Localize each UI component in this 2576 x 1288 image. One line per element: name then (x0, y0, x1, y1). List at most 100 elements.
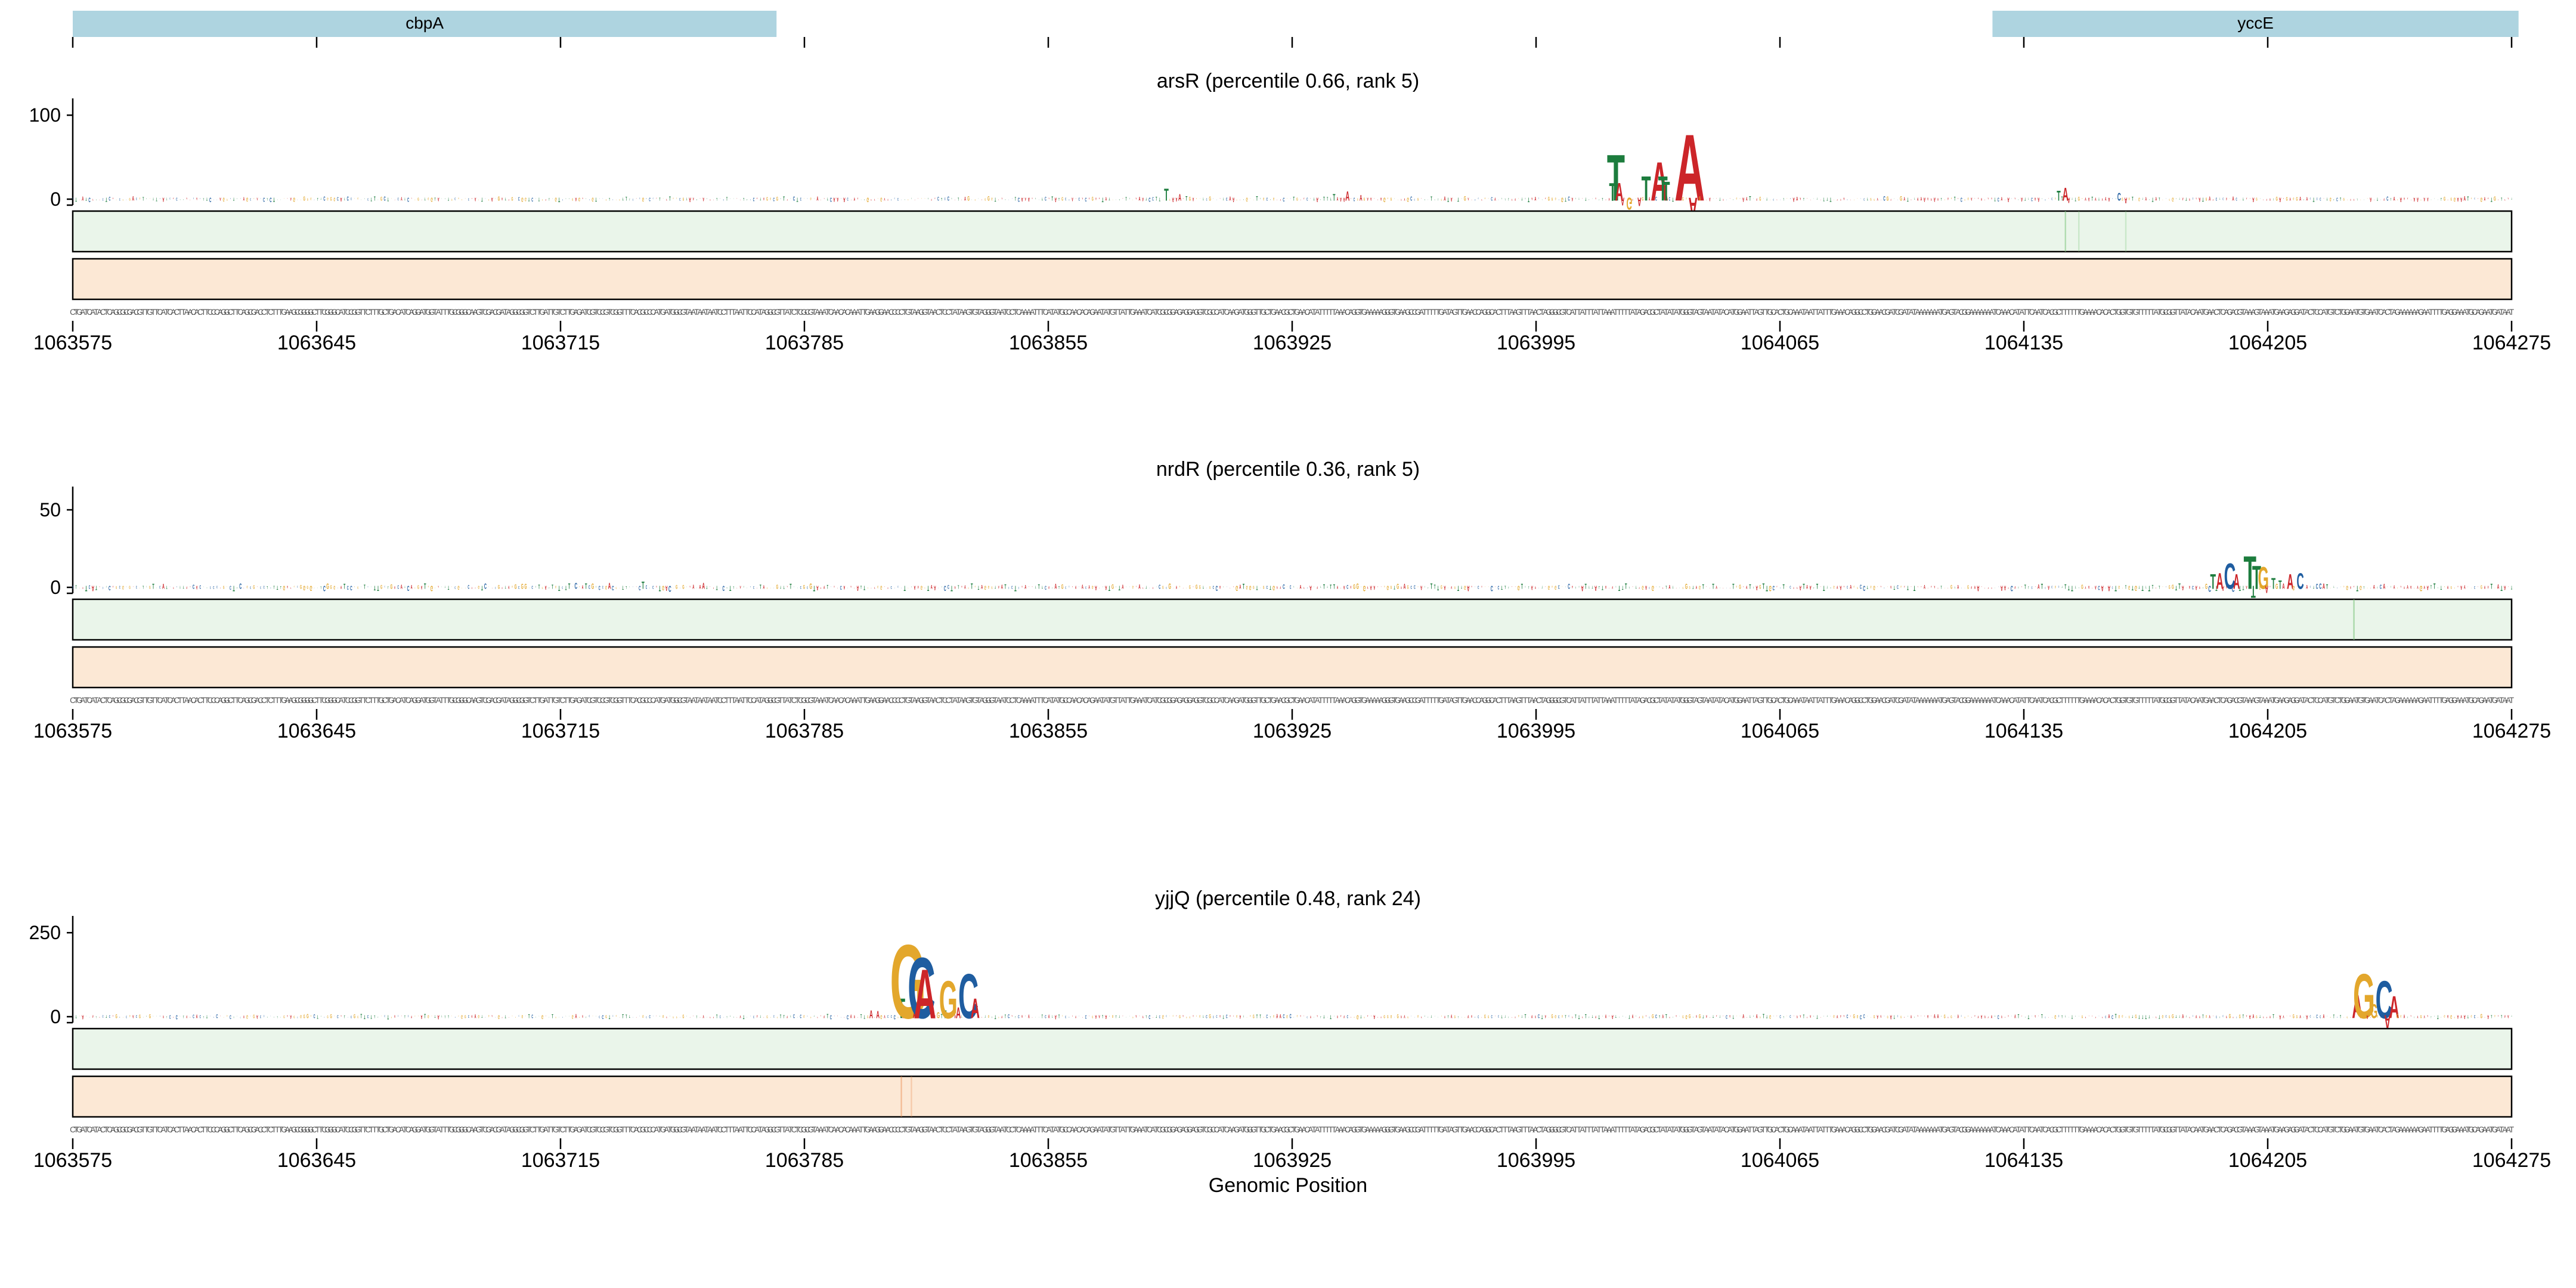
svg-text:A: A (1934, 196, 1936, 203)
svg-text:C: C (1206, 588, 1207, 590)
svg-text:T: T (1431, 1014, 1432, 1018)
svg-text:T: T (1501, 1014, 1503, 1018)
svg-text:T: T (1578, 1014, 1580, 1021)
svg-text:T: T (2139, 584, 2140, 589)
svg-text:A: A (287, 1014, 288, 1017)
svg-text:G: G (330, 585, 332, 590)
svg-text:A: A (1481, 198, 1482, 201)
svg-text:A: A (757, 197, 758, 200)
svg-text:T: T (1164, 185, 1169, 204)
svg-text:C: C (398, 196, 399, 201)
svg-text:G: G (116, 200, 117, 202)
svg-text:C: C (1018, 196, 1020, 203)
svg-text:G: G (578, 196, 580, 202)
svg-text:T: T (2159, 197, 2160, 202)
svg-text:C: C (1726, 200, 1727, 202)
svg-text:C: C (1884, 588, 1885, 590)
svg-text:A: A (981, 583, 983, 590)
svg-text:C: C (589, 1014, 590, 1017)
svg-text:T: T (995, 1014, 996, 1021)
svg-text:G: G (303, 584, 305, 592)
svg-text:A: A (699, 583, 701, 590)
svg-text:G: G (451, 585, 452, 587)
svg-text:A: A (1793, 586, 1794, 589)
svg-text:A: A (2267, 198, 2268, 201)
svg-text:A: A (1136, 197, 1137, 200)
svg-text:T: T (2028, 1014, 2030, 1021)
svg-text:T: T (2377, 196, 2378, 201)
svg-text:T: T (1830, 586, 1831, 589)
svg-text:G: G (1397, 583, 1399, 590)
svg-text:A: A (1844, 197, 1845, 200)
svg-text:G: G (2119, 1014, 2120, 1018)
svg-text:A: A (163, 1015, 164, 1020)
svg-text:G: G (1626, 194, 1632, 213)
svg-text:A: A (1345, 189, 1349, 204)
svg-text:1063645: 1063645 (277, 332, 356, 354)
svg-text:A: A (1582, 197, 1583, 199)
svg-text:G: G (984, 584, 986, 590)
svg-text:1064065: 1064065 (1741, 720, 1819, 742)
svg-text:C: C (901, 200, 902, 202)
svg-text:A: A (492, 587, 493, 590)
svg-text:A: A (1991, 197, 1992, 200)
svg-text:T: T (696, 198, 697, 201)
svg-text:A: A (1545, 1014, 1546, 1018)
svg-text:A: A (2263, 1015, 2264, 1018)
svg-text:G: G (2172, 196, 2174, 202)
svg-text:G: G (1699, 584, 1701, 590)
svg-text:T: T (568, 583, 570, 591)
svg-text:C: C (250, 197, 251, 201)
svg-text:T: T (1941, 1014, 1942, 1016)
svg-text:C: C (2111, 1014, 2113, 1019)
svg-text:A: A (2497, 583, 2500, 590)
svg-text:A: A (1444, 195, 1445, 202)
svg-text:T: T (1720, 1014, 1721, 1018)
svg-text:T: T (143, 586, 144, 590)
svg-text:A: A (1820, 585, 1821, 587)
svg-text:C: C (213, 1017, 214, 1019)
svg-text:1063925: 1063925 (1253, 332, 1332, 354)
svg-text:G: G (2129, 1015, 2130, 1018)
svg-text:C: C (589, 200, 590, 202)
svg-text:T: T (1713, 1014, 1714, 1018)
svg-text:A: A (1937, 1013, 1939, 1019)
svg-text:A: A (290, 1014, 292, 1019)
svg-text:T: T (378, 1017, 379, 1019)
svg-text:C: C (840, 584, 842, 592)
svg-text:C: C (639, 197, 640, 200)
svg-text:C: C (136, 1014, 137, 1018)
svg-text:C: C (2474, 1014, 2476, 1018)
svg-text:A: A (2156, 1015, 2157, 1018)
svg-text:T: T (1505, 1014, 1506, 1018)
svg-text:A: A (2423, 196, 2425, 202)
svg-text:A: A (2283, 197, 2284, 199)
svg-text:A: A (787, 585, 788, 587)
svg-text:C: C (2316, 1014, 2318, 1020)
svg-text:C: C (1961, 1014, 1962, 1017)
svg-text:A: A (546, 198, 547, 201)
svg-text:C: C (109, 1014, 110, 1018)
svg-text:A: A (2048, 584, 2049, 590)
svg-text:T: T (1156, 1014, 1157, 1018)
svg-text:G: G (465, 1015, 466, 1020)
svg-text:A: A (1957, 1014, 1959, 1020)
svg-text:A: A (1777, 1014, 1778, 1017)
svg-text:G: G (1555, 584, 1556, 590)
svg-text:A: A (1095, 584, 1097, 592)
svg-text:T: T (2340, 197, 2341, 202)
svg-text:C: C (1860, 1014, 1862, 1021)
svg-text:T: T (2511, 197, 2512, 200)
svg-text:C: C (1045, 197, 1046, 202)
svg-text:T: T (1156, 197, 1157, 202)
svg-text:T: T (2175, 584, 2177, 592)
svg-text:T: T (1592, 584, 1593, 589)
svg-text:T: T (1014, 584, 1017, 592)
svg-text:G: G (2343, 585, 2344, 587)
svg-text:T: T (1599, 1014, 1600, 1021)
svg-text:1063925: 1063925 (1253, 720, 1332, 742)
svg-text:A: A (1494, 197, 1496, 202)
svg-text:G: G (1353, 583, 1355, 590)
svg-text:T: T (941, 197, 942, 202)
svg-text:G: G (1189, 585, 1191, 590)
